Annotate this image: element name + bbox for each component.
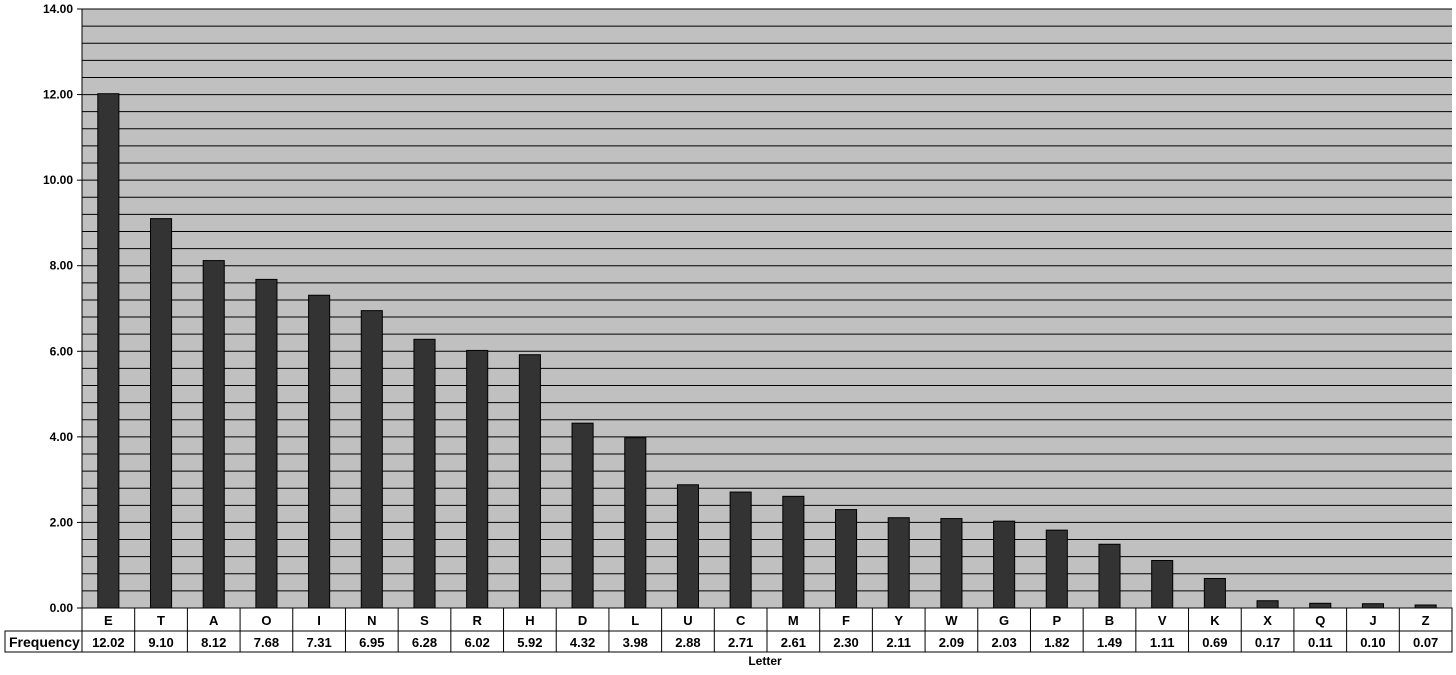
- data-label: 6.28: [412, 635, 437, 650]
- data-label: 4.32: [570, 635, 595, 650]
- bar-B: [1098, 543, 1121, 609]
- table-value-row: [4, 630, 1453, 653]
- data-label: 5.92: [517, 635, 542, 650]
- series-name-label: Frequency: [9, 634, 80, 650]
- x-tick-label: P: [1052, 613, 1061, 628]
- x-tick-label: S: [420, 613, 429, 628]
- data-label: 6.95: [359, 635, 384, 650]
- bar-L: [624, 437, 647, 609]
- y-tick-label: 12.00: [43, 88, 73, 102]
- y-tick-label: 10.00: [43, 173, 73, 187]
- data-label: 0.10: [1360, 635, 1385, 650]
- y-tick-label: 8.00: [50, 259, 74, 273]
- data-label: 1.11: [1150, 635, 1175, 650]
- y-tick-label: 14.00: [43, 2, 73, 16]
- data-label: 2.11: [886, 635, 911, 650]
- x-tick-label: H: [525, 613, 534, 628]
- x-tick-label: J: [1369, 613, 1376, 628]
- bar-O: [255, 278, 278, 609]
- data-label: 0.17: [1255, 635, 1280, 650]
- x-tick-label: Q: [1315, 613, 1325, 628]
- bar-Y: [887, 517, 910, 609]
- bar-U: [676, 484, 700, 609]
- x-tick-label: T: [157, 613, 165, 628]
- bar-C: [729, 491, 752, 609]
- x-tick-label: X: [1263, 613, 1272, 628]
- x-tick-label: O: [261, 613, 271, 628]
- x-axis-label: Letter: [748, 654, 782, 668]
- data-label: 2.71: [728, 635, 753, 650]
- data-label: 2.61: [781, 635, 806, 650]
- y-tick-label: 0.00: [50, 601, 74, 615]
- x-tick-label: E: [104, 613, 113, 628]
- data-label: 6.02: [465, 635, 490, 650]
- data-label: 2.30: [833, 635, 858, 650]
- data-label: 8.12: [201, 635, 226, 650]
- x-tick-label: F: [842, 613, 850, 628]
- bar-P: [1045, 529, 1068, 609]
- data-label: 7.31: [306, 635, 331, 650]
- x-tick-label: W: [945, 613, 958, 628]
- x-tick-label: Z: [1422, 613, 1430, 628]
- x-tick-label: B: [1105, 613, 1114, 628]
- data-label: 2.03: [991, 635, 1016, 650]
- bar-K: [1203, 577, 1226, 609]
- x-tick-label: D: [578, 613, 587, 628]
- bar-I: [308, 294, 331, 609]
- x-tick-label: A: [209, 613, 219, 628]
- plot-area: [82, 9, 1452, 608]
- x-tick-label: Y: [894, 613, 903, 628]
- bar-H: [518, 354, 541, 609]
- x-tick-label: R: [472, 613, 482, 628]
- bar-S: [413, 338, 436, 609]
- bar-W: [940, 518, 963, 609]
- bar-F: [835, 509, 858, 609]
- data-table: Frequency E 12.02 T 9.10 A 8.12 O 7.68 I 7.31 N 6.95…: [4, 607, 1453, 653]
- data-label: 7.68: [254, 635, 279, 650]
- data-label: 2.88: [675, 635, 700, 650]
- bar-R: [466, 349, 489, 609]
- bar-A: [202, 260, 225, 609]
- y-tick-label: 4.00: [50, 430, 74, 444]
- data-label: 2.09: [939, 635, 964, 650]
- x-tick-label: K: [1210, 613, 1220, 628]
- data-label: 3.98: [623, 635, 648, 650]
- x-tick-label: M: [788, 613, 799, 628]
- bar-J: [1361, 603, 1385, 609]
- data-label: 1.82: [1044, 635, 1069, 650]
- x-tick-label: U: [683, 613, 692, 628]
- y-axis: 0.00 2.00 4.00 6.00 8.00 10.00 12.00 14.00: [43, 2, 83, 615]
- data-label: 0.11: [1308, 635, 1333, 650]
- bar-Q: [1309, 602, 1332, 609]
- bar-M: [782, 495, 805, 609]
- data-label: 9.10: [148, 635, 173, 650]
- bar-G: [993, 520, 1016, 609]
- bar-X: [1256, 600, 1279, 609]
- data-label: 1.49: [1097, 635, 1122, 650]
- bar-N: [360, 310, 383, 609]
- data-label: 12.02: [92, 635, 125, 650]
- y-tick-label: 6.00: [50, 344, 74, 358]
- gridlines: [82, 8, 1452, 608]
- x-tick-label: V: [1158, 613, 1167, 628]
- bar-D: [571, 422, 594, 609]
- bar-V: [1151, 560, 1174, 609]
- x-tick-label: C: [736, 613, 746, 628]
- bar-T: [150, 218, 173, 609]
- y-tick-label: 2.00: [50, 515, 74, 529]
- x-tick-label: G: [999, 613, 1009, 628]
- data-label: 0.07: [1413, 635, 1438, 650]
- bar-E: [97, 93, 120, 609]
- x-tick-label: I: [317, 613, 321, 628]
- data-label: 0.69: [1202, 635, 1227, 650]
- x-tick-label: N: [367, 613, 376, 628]
- x-tick-label: L: [631, 613, 639, 628]
